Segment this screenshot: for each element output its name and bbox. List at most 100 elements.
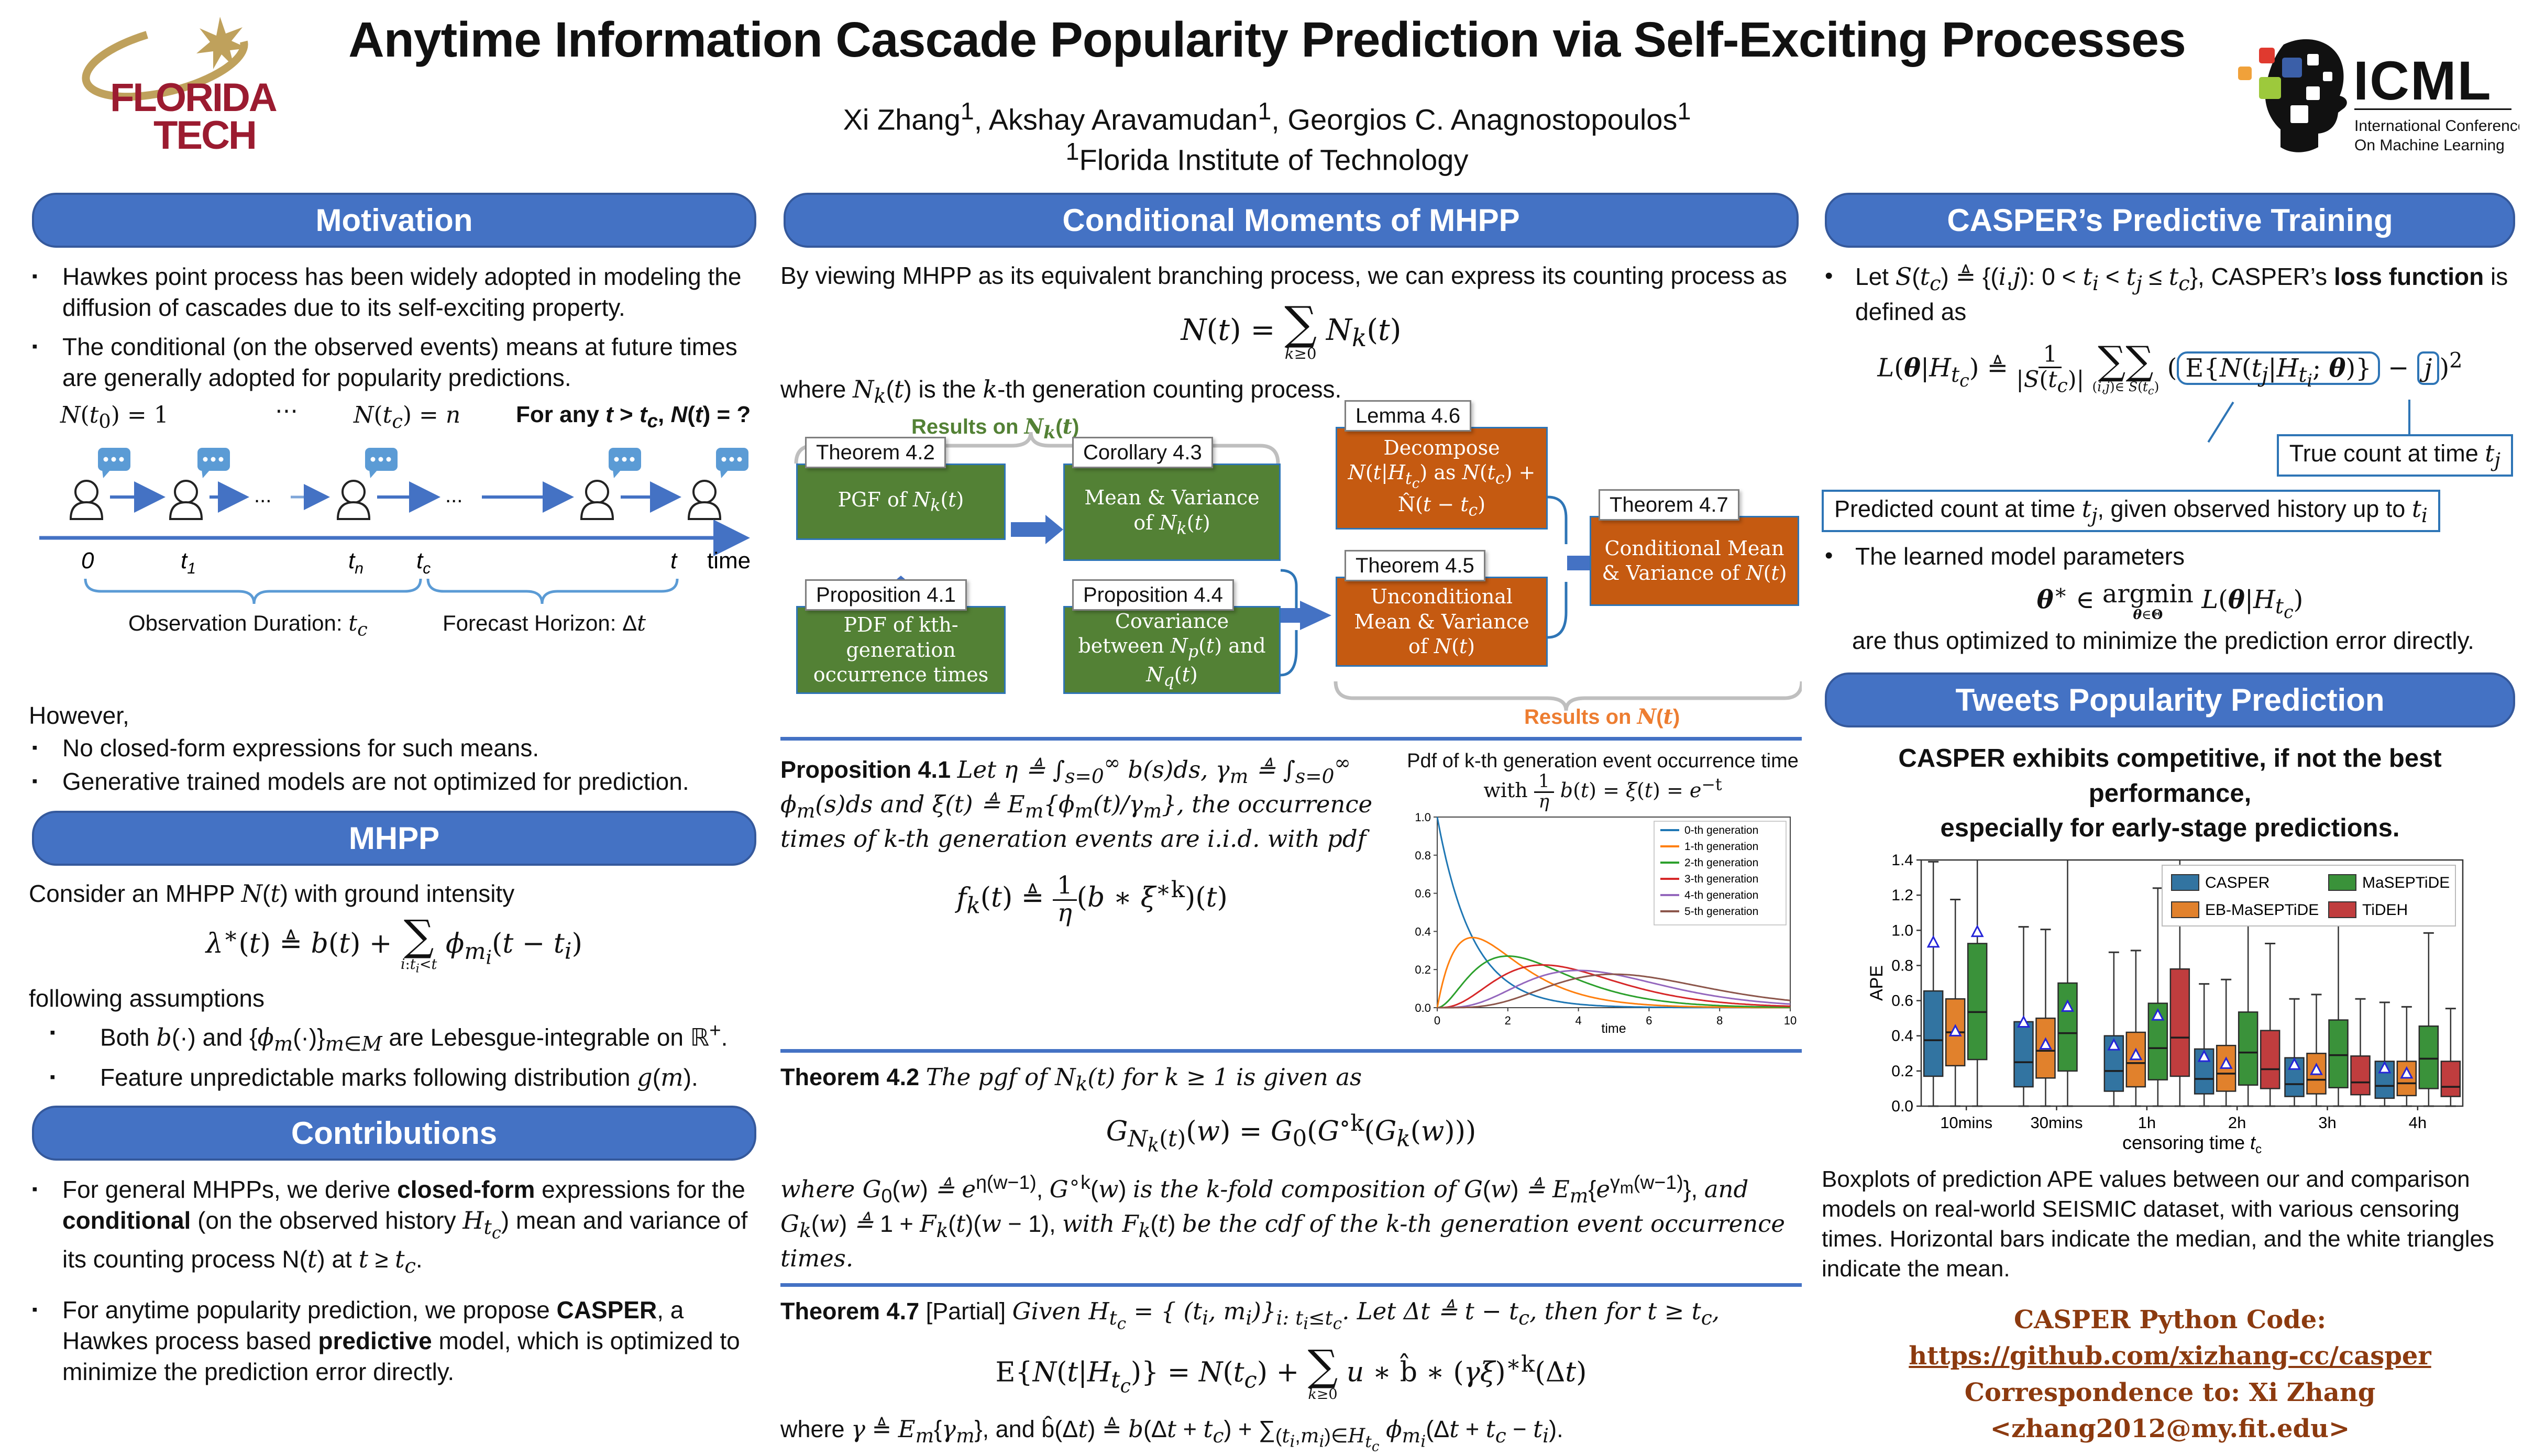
contribution-bullet-2: ▪ For anytime popularity prediction, we p…	[32, 1296, 740, 1385]
svg-text:1.2: 1.2	[1891, 887, 1913, 904]
callout-predicted-count: Predicted count at time tj, given observ…	[1822, 489, 2440, 532]
florida-tech-logo: FLORIDA TECH	[82, 17, 278, 158]
loss-formula: L(θ|Htc) ≜ 1 |S(tc)| ∑∑ (i,j)∈ S(tc) (E{N(…	[1877, 337, 2463, 398]
flow-tab-prop41: Proposition 4.1	[805, 579, 967, 611]
icml-logo: ICML International Conference On Machine…	[2238, 39, 2519, 154]
thm47-section: Theorem 4.7 [Partial] Given Htc = { (ti,…	[780, 1296, 1802, 1455]
flow-box-prop44: Proposition 4.4 Covariance between Np(t) …	[1063, 579, 1281, 694]
svg-text:4h: 4h	[2409, 1113, 2427, 1132]
mhpp-assumption-2: ▪ Feature unpredictable marks following d…	[50, 1063, 698, 1092]
training-closing: are thus optimized to minimize the predi…	[1852, 627, 2474, 655]
mhpp-assumption-1: ▪ Both b(·) and {ϕm(·)}m∈M are Lebesgue-i…	[50, 1019, 728, 1056]
svg-text:0.6: 0.6	[1415, 887, 1431, 900]
svg-text:1h: 1h	[2138, 1113, 2156, 1132]
florida-tech-swoosh-icon	[82, 17, 248, 101]
diagram-label-ntc: N(tc) = n	[354, 401, 461, 433]
svg-text:tc: tc	[416, 548, 431, 577]
icml-sub2: On Machine Learning	[2354, 137, 2505, 154]
right-column: CASPER’s Predictive Training • Let S(tc)…	[1822, 193, 2518, 1448]
svg-text:1.0: 1.0	[1891, 922, 1913, 939]
results-flowchart: Results on Nk(t) Results on N(t)	[780, 400, 1802, 729]
svg-text:0.8: 0.8	[1891, 957, 1913, 974]
authors-line: Xi Zhang1, Akshay Aravamudan1, Georgios …	[843, 97, 1691, 136]
diagram-label-question: For any t > tc, N(t) = ?	[516, 401, 751, 432]
diagram-label-n0: N(t0) = 1	[60, 401, 169, 433]
tweets-statement: CASPER exhibits competitive, if not the …	[1898, 744, 2442, 842]
svg-text:5-th generation: 5-th generation	[1684, 906, 1758, 918]
thm42-where: where G0(w) ≜ eη(w−1), G∘k(w) is the k-f…	[780, 1171, 1786, 1272]
training-bullet-1: • Let S(tc) ≜ {(i,j): 0 < ti < tj ≤ tc},…	[1825, 262, 2508, 326]
timeline-svg: ... ... 0 t1 tn tc t time	[39, 447, 751, 604]
svg-text:MaSEPTiDE: MaSEPTiDE	[2362, 874, 2450, 891]
svg-text:4-th generation: 4-th generation	[1684, 889, 1758, 901]
svg-text:CASPER: CASPER	[2205, 874, 2269, 891]
argmin-formula: θ∗ ∈ argmin θ∈Θ L(θ|Htc)	[2036, 579, 2304, 623]
svg-text:t1: t1	[181, 548, 196, 577]
svg-text:0: 0	[1434, 1014, 1440, 1027]
bullet-square-icon: ▪	[32, 268, 38, 285]
axis-time-label: time	[707, 548, 751, 573]
contribution-bullet-1: ▪ For general MHPPs, we derive closed-for…	[32, 1176, 748, 1278]
svg-text:TiDEH: TiDEH	[2362, 901, 2408, 919]
flow-box-prop41: Proposition 4.1 PDF of kth-generation occ…	[796, 579, 1006, 694]
section-header-casper-training: CASPER’s Predictive Training	[1825, 193, 2515, 248]
divider	[780, 737, 1802, 741]
icml-head-icon	[2238, 39, 2347, 152]
svg-text:0.0: 0.0	[1415, 1001, 1431, 1014]
prop41-section: Proposition 4.1 Let η ≜ ∫s=0∞ b(s)ds, γm…	[780, 750, 1802, 1040]
svg-text:3-th generation: 3-th generation	[1684, 873, 1758, 885]
motivation-bullet-1: ▪ Hawkes point process has been widely a…	[29, 261, 759, 323]
however-bullet-1: ▪ No closed-form expressions for such mea…	[32, 734, 539, 762]
divider	[780, 1049, 1802, 1053]
svg-text:0.4: 0.4	[1415, 925, 1431, 939]
svg-text:0.8: 0.8	[1415, 849, 1431, 862]
svg-text:6: 6	[1646, 1014, 1652, 1027]
github-link[interactable]: https://github.com/xizhang-cc/casper	[1909, 1341, 2431, 1371]
svg-text:0.6: 0.6	[1891, 992, 1913, 1009]
results-nk-label: Results on Nk(t)	[911, 414, 1079, 443]
prop41-text: Proposition 4.1 Let η ≜ ∫s=0∞ b(s)ds, γm…	[780, 751, 1373, 853]
flow-box-cor43: Corollary 4.3 Mean & Variance of Nk(t)	[1063, 437, 1281, 561]
flow-tab-prop44: Proposition 4.4	[1072, 579, 1234, 611]
box-series-EB-MaSEPTiDE	[1945, 898, 2417, 1107]
however-bullet-2: ▪ Generative trained models are not optim…	[32, 768, 689, 796]
divider	[780, 1283, 1802, 1287]
flow-tab-thm45: Theorem 4.5	[1345, 550, 1485, 582]
however-lead: However,	[29, 701, 129, 729]
svg-text:0.0: 0.0	[1891, 1098, 1913, 1115]
arrow-dots: ...	[254, 484, 271, 507]
flow-box-thm42: Theorem 4.2 PGF of Nk(t)	[796, 437, 1006, 541]
pdf-plot-panel: Pdf of k-th generation event occurrence …	[1404, 750, 1802, 1040]
svg-text:30mins: 30mins	[2031, 1113, 2083, 1132]
svg-text:t: t	[670, 548, 678, 573]
affiliation-line: 1Florida Institute of Technology	[1065, 138, 1469, 177]
section-header-mhpp: MHPP	[32, 811, 756, 866]
middle-column: Conditional Moments of MHPP By viewing M…	[780, 193, 1802, 1456]
footer-links: CASPER Python Code: https://github.com/x…	[1822, 1302, 2518, 1448]
thm42-formula: GNk(t)(w) = G0(G∘k(Gk(w)))	[1106, 1110, 1477, 1156]
icml-sub1: International Conference	[2354, 117, 2519, 135]
box-series-TiDEH	[2169, 859, 2461, 1107]
svg-text:4: 4	[1575, 1014, 1581, 1027]
arrow-dots2: ...	[445, 484, 462, 507]
poster-title: Anytime Information Cascade Popularity P…	[348, 12, 2186, 68]
boxplot-caption: Boxplots of prediction APE values betwee…	[1822, 1166, 2495, 1282]
svg-text:1-th generation: 1-th generation	[1684, 841, 1758, 853]
thm47-formula: E{N(t|Htc)} = N(tc) + ∑ k≥0 u ∗ b̂ ∗ (γξ)…	[995, 1341, 1587, 1403]
thm42-text: Theorem 4.2 The pgf of Nk(t) for k ≥ 1 i…	[780, 1063, 1362, 1096]
poster-header: FLORIDA TECH Anytime Information Cascade…	[0, 0, 2534, 189]
svg-text:EB-MaSEPTiDE: EB-MaSEPTiDE	[2205, 901, 2319, 919]
axis-ticks: 0 t1 tn tc t time	[81, 548, 751, 577]
braces	[84, 578, 679, 604]
svg-text:2-th generation: 2-th generation	[1684, 857, 1758, 869]
svg-text:0.2: 0.2	[1415, 963, 1431, 976]
section-header-tweets: Tweets Popularity Prediction	[1825, 672, 2515, 728]
pdf-line-chart: 0.0 0.2 0.4 0.6 0.8 1.0 0 2 4 6 8 10 time 0-th genera…	[1415, 811, 1797, 1036]
motivation-bullet-2: ▪ The conditional (on the observed event…	[29, 332, 759, 393]
flow-tab-lem46: Lemma 4.6	[1345, 400, 1472, 432]
flow-box-thm45: Theorem 4.5 Unconditional Mean & Variance…	[1336, 550, 1548, 667]
pdf-plot-title1: Pdf of k-th generation event occurrence …	[1407, 750, 1799, 773]
thm47-text: Theorem 4.7 [Partial] Given Htc = { (ti,…	[780, 1297, 1720, 1333]
florida-tech-wordmark-line2: TECH	[153, 113, 256, 158]
